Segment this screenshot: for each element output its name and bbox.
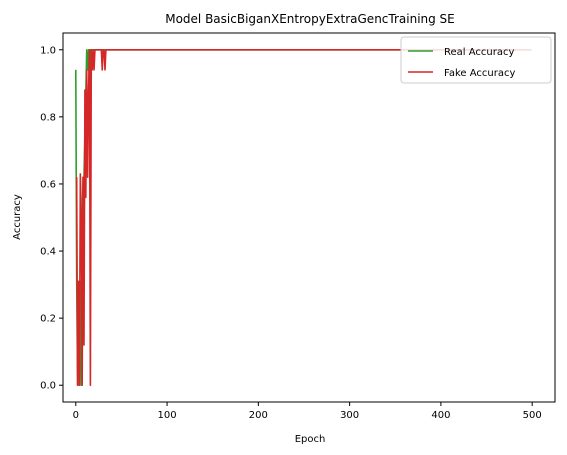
- y-axis-ticks: 0.0 0.2 0.4 0.6 0.8 1.0: [40, 45, 63, 392]
- legend: Real Accuracy Fake Accuracy: [400, 36, 552, 84]
- x-tick-label: 0: [73, 410, 79, 421]
- x-axis-ticks: 0 100 200 300 400 500: [73, 402, 542, 421]
- y-tick-label: 0.8: [40, 112, 56, 123]
- x-tick-label: 100: [158, 410, 177, 421]
- x-tick-label: 500: [523, 410, 542, 421]
- x-tick-label: 400: [431, 410, 450, 421]
- x-axis-label: Epoch: [295, 434, 326, 445]
- series-lines: [74, 48, 532, 387]
- y-tick-label: 0.4: [40, 247, 56, 258]
- legend-label: Fake Accuracy: [444, 68, 515, 79]
- legend-label: Real Accuracy: [444, 47, 514, 58]
- legend-box: [400, 36, 552, 84]
- chart-title: Model BasicBiganXEntropyExtraGencTrainin…: [165, 12, 455, 26]
- x-tick-label: 200: [249, 410, 268, 421]
- y-tick-label: 0.0: [40, 381, 56, 392]
- plot-area-frame: [62, 32, 556, 403]
- y-tick-label: 0.6: [40, 179, 56, 190]
- series-line-fake-accuracy: [75, 48, 532, 387]
- y-axis-label: Accuracy: [12, 194, 23, 240]
- x-tick-label: 300: [340, 410, 359, 421]
- y-tick-label: 1.0: [40, 45, 56, 56]
- y-tick-label: 0.2: [40, 314, 56, 325]
